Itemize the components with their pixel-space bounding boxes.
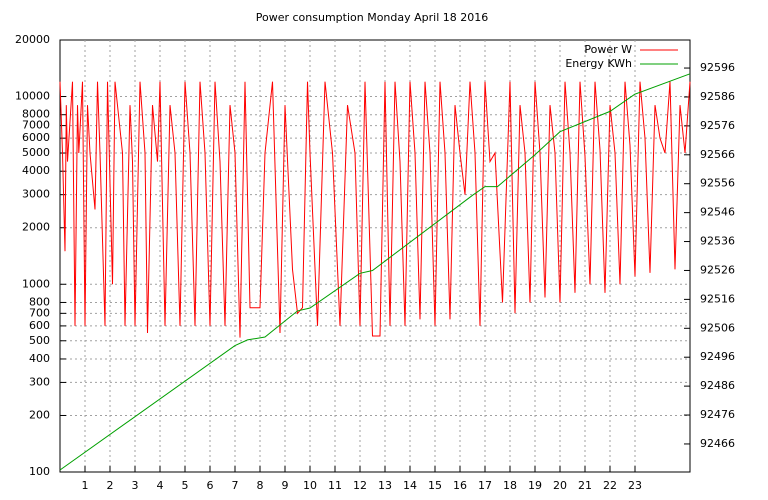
x-tick-label: 14: [403, 479, 417, 492]
y2-tick-label: 92506: [700, 321, 735, 334]
x-tick-label: 20: [553, 479, 567, 492]
y2-tick-label: 92566: [700, 148, 735, 161]
x-tick-label: 22: [603, 479, 617, 492]
y-tick-label: 1000: [22, 277, 50, 290]
x-tick-label: 9: [282, 479, 289, 492]
y2-tick-label: 92546: [700, 206, 735, 219]
y2-tick-label: 92486: [700, 379, 735, 392]
y-tick-label: 100: [29, 465, 50, 478]
y-tick-label: 20000: [15, 33, 50, 46]
y2-tick-label: 92526: [700, 263, 735, 276]
x-tick-label: 4: [157, 479, 164, 492]
y-tick-label: 300: [29, 375, 50, 388]
x-tick-label: 7: [232, 479, 239, 492]
chart-title: Power consumption Monday April 18 2016: [256, 11, 489, 24]
y2-tick-label: 92536: [700, 235, 735, 248]
y-tick-label: 600: [29, 319, 50, 332]
y-tick-label: 700: [29, 306, 50, 319]
y2-tick-label: 92516: [700, 292, 735, 305]
y-tick-label: 6000: [22, 131, 50, 144]
x-tick-label: 10: [303, 479, 317, 492]
x-tick-label: 3: [132, 479, 139, 492]
y-tick-label: 200: [29, 408, 50, 421]
x-tick-label: 21: [578, 479, 592, 492]
y2-tick-label: 92466: [700, 437, 735, 450]
x-tick-label: 18: [503, 479, 517, 492]
x-tick-label: 23: [628, 479, 642, 492]
series-line: [59, 73, 691, 471]
y-tick-label: 400: [29, 352, 50, 365]
x-tick-label: 16: [453, 479, 467, 492]
y2-tick-label: 92586: [700, 90, 735, 103]
y-tick-label: 7000: [22, 119, 50, 132]
x-tick-label: 5: [182, 479, 189, 492]
x-tick-label: 12: [353, 479, 367, 492]
y2-tick-label: 92476: [700, 408, 735, 421]
y-tick-label: 500: [29, 334, 50, 347]
y-tick-label: 8000: [22, 108, 50, 121]
legend-label: Power W: [584, 43, 632, 56]
x-tick-label: 15: [428, 479, 442, 492]
y2-tick-label: 92496: [700, 350, 735, 363]
y-tick-label: 5000: [22, 146, 50, 159]
x-tick-label: 11: [328, 479, 342, 492]
x-tick-label: 2: [107, 479, 114, 492]
y2-tick-label: 92596: [700, 61, 735, 74]
y-tick-label: 10000: [15, 90, 50, 103]
x-tick-label: 19: [528, 479, 542, 492]
x-tick-label: 6: [207, 479, 214, 492]
y-tick-label: 3000: [22, 188, 50, 201]
y2-tick-label: 92556: [700, 177, 735, 190]
x-tick-label: 13: [378, 479, 392, 492]
y-tick-label: 2000: [22, 221, 50, 234]
x-tick-label: 1: [82, 479, 89, 492]
y-tick-label: 4000: [22, 164, 50, 177]
x-tick-label: 8: [257, 479, 264, 492]
y-tick-label: 800: [29, 295, 50, 308]
plot-frame: [59, 39, 691, 473]
legend-label: Energy KWh: [565, 57, 632, 70]
series-line: [59, 81, 691, 338]
y2-tick-label: 92576: [700, 119, 735, 132]
x-tick-label: 17: [478, 479, 492, 492]
